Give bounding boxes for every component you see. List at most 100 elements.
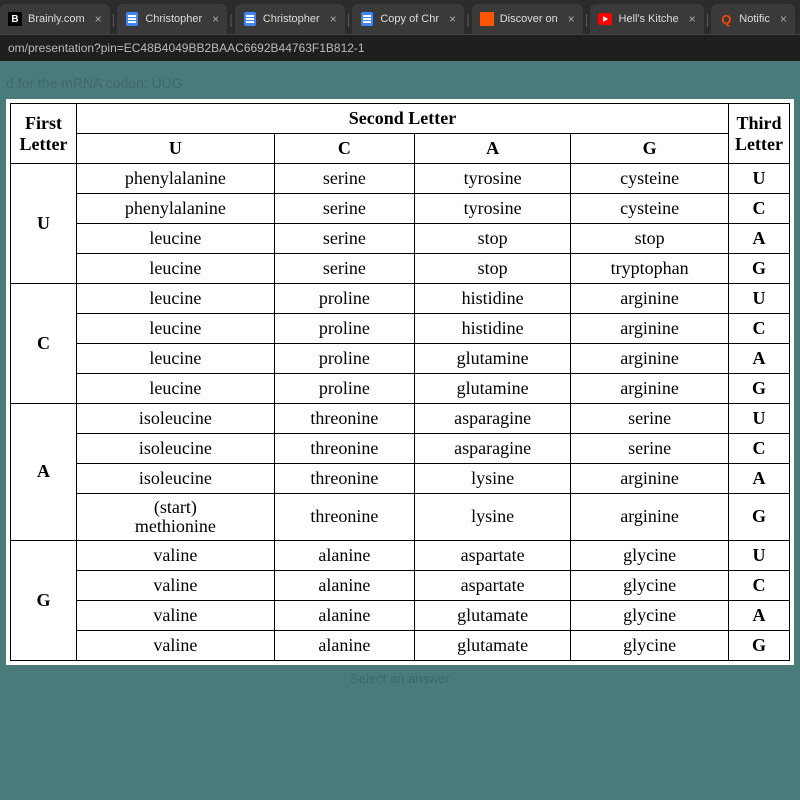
tab-separator: | — [705, 11, 711, 27]
amino-cell: valine — [77, 540, 275, 570]
browser-tab[interactable]: Copy of Chr × — [352, 4, 464, 34]
tab-strip: BBrainly.com×|Christopher×|Christopher×|… — [0, 0, 800, 34]
amino-cell: arginine — [571, 374, 729, 404]
close-icon[interactable]: × — [568, 12, 575, 26]
tab-separator: | — [228, 11, 234, 27]
address-bar[interactable]: om/presentation?pin=EC48B4049BB2BAAC6692… — [0, 34, 800, 61]
close-icon[interactable]: × — [780, 12, 787, 26]
tab-label: Brainly.com — [28, 13, 85, 25]
tab-label: Notific — [739, 13, 770, 25]
amino-cell: proline — [274, 284, 414, 314]
brainly-favicon-icon: B — [8, 12, 22, 26]
youtube-favicon-icon — [598, 12, 612, 26]
amino-cell: tyrosine — [415, 194, 571, 224]
amino-cell: serine — [571, 434, 729, 464]
third-letter-cell: G — [729, 494, 790, 541]
amino-cell: glutamine — [415, 344, 571, 374]
background-answer-prompt: Select an answer — [0, 665, 800, 692]
amino-cell: (start)methionine — [77, 494, 275, 541]
amino-cell: lysine — [415, 464, 571, 494]
table-row: isoleucinethreoninelysinearginineA — [11, 464, 790, 494]
amino-cell: serine — [571, 404, 729, 434]
amino-cell: glycine — [571, 630, 729, 660]
third-letter-cell: A — [729, 344, 790, 374]
third-letter-cell: U — [729, 540, 790, 570]
amino-cell: alanine — [274, 600, 414, 630]
close-icon[interactable]: × — [95, 12, 102, 26]
amino-cell: stop — [415, 254, 571, 284]
amino-cell: histidine — [415, 314, 571, 344]
first-letter-cell: U — [11, 164, 77, 284]
third-letter-cell: U — [729, 284, 790, 314]
third-letter-cell: U — [729, 404, 790, 434]
amino-cell: glutamate — [415, 600, 571, 630]
amino-cell: isoleucine — [77, 434, 275, 464]
table-row: UphenylalanineserinetyrosinecysteineU — [11, 164, 790, 194]
amino-cell: proline — [274, 344, 414, 374]
browser-tab[interactable]: B Brainly.com × — [0, 4, 110, 34]
amino-cell: lysine — [415, 494, 571, 541]
header-first-letter: FirstLetter — [11, 104, 77, 164]
docs-favicon-icon — [243, 12, 257, 26]
amino-cell: histidine — [415, 284, 571, 314]
third-letter-cell: A — [729, 224, 790, 254]
amino-cell: threonine — [274, 494, 414, 541]
amino-cell: asparagine — [415, 404, 571, 434]
header-second-A: A — [415, 134, 571, 164]
amino-cell: glycine — [571, 570, 729, 600]
third-letter-cell: A — [729, 600, 790, 630]
third-letter-cell: G — [729, 374, 790, 404]
table-row: leucineprolineglutaminearginineA — [11, 344, 790, 374]
tab-label: Hell's Kitche — [618, 13, 678, 25]
close-icon[interactable]: × — [330, 12, 337, 26]
third-letter-cell: C — [729, 194, 790, 224]
amino-cell: tryptophan — [571, 254, 729, 284]
table-row: phenylalanineserinetyrosinecysteineC — [11, 194, 790, 224]
header-second-C: C — [274, 134, 414, 164]
tab-separator: | — [111, 11, 117, 27]
close-icon[interactable]: × — [212, 12, 219, 26]
amino-cell: alanine — [274, 540, 414, 570]
amino-cell: serine — [274, 194, 414, 224]
table-row: leucineprolinehistidinearginineC — [11, 314, 790, 344]
tab-separator: | — [584, 11, 590, 27]
amino-cell: aspartate — [415, 540, 571, 570]
amino-cell: arginine — [571, 344, 729, 374]
amino-cell: phenylalanine — [77, 194, 275, 224]
amino-cell: isoleucine — [77, 404, 275, 434]
browser-tab[interactable]: Q Notific × — [711, 4, 795, 34]
browser-chrome: BBrainly.com×|Christopher×|Christopher×|… — [0, 0, 800, 61]
quora-favicon-icon: Q — [719, 12, 733, 26]
amino-cell: cysteine — [571, 164, 729, 194]
close-icon[interactable]: × — [689, 12, 696, 26]
close-icon[interactable]: × — [449, 12, 456, 26]
header-second-G: G — [571, 134, 729, 164]
table-row: valinealanineaspartateglycineC — [11, 570, 790, 600]
header-second-U: U — [77, 134, 275, 164]
amino-cell: threonine — [274, 464, 414, 494]
amino-cell: tyrosine — [415, 164, 571, 194]
soundcloud-favicon-icon — [480, 12, 494, 26]
amino-cell: alanine — [274, 630, 414, 660]
tab-label: Copy of Chr — [380, 13, 439, 25]
first-letter-cell: A — [11, 404, 77, 541]
amino-cell: arginine — [571, 494, 729, 541]
amino-cell: glutamine — [415, 374, 571, 404]
amino-cell: stop — [415, 224, 571, 254]
browser-tab[interactable]: Hell's Kitche × — [590, 4, 703, 34]
amino-cell: threonine — [274, 404, 414, 434]
amino-cell: glycine — [571, 540, 729, 570]
header-second-letter: Second Letter — [77, 104, 729, 134]
amino-cell: proline — [274, 314, 414, 344]
browser-tab[interactable]: Christopher× — [117, 4, 227, 34]
browser-tab[interactable]: Discover on× — [472, 4, 583, 34]
amino-cell: serine — [274, 254, 414, 284]
browser-tab[interactable]: Christopher × — [235, 4, 345, 34]
table-row: GvalinealanineaspartateglycineU — [11, 540, 790, 570]
amino-cell: isoleucine — [77, 464, 275, 494]
table-row: valinealanineglutamateglycineG — [11, 630, 790, 660]
tab-label: Christopher — [263, 13, 320, 25]
amino-cell: leucine — [77, 284, 275, 314]
third-letter-cell: G — [729, 630, 790, 660]
table-row: leucineserinestopstopA — [11, 224, 790, 254]
